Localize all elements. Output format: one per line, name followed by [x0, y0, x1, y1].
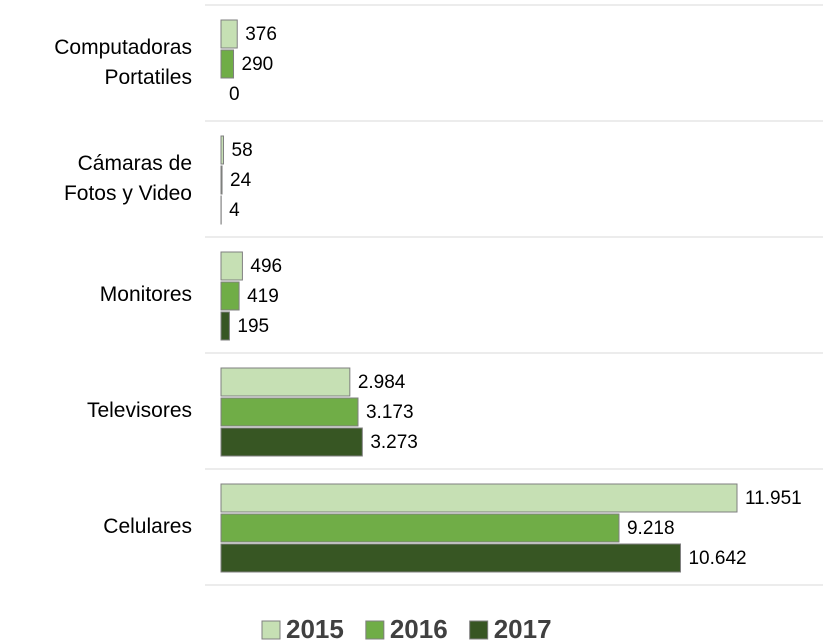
value-label: 24	[230, 170, 252, 191]
bar	[220, 311, 230, 341]
value-label: 2.984	[358, 372, 406, 393]
category-label: Televisores	[86, 399, 192, 422]
legend-label: 2016	[390, 614, 448, 643]
value-label: 4	[229, 200, 240, 221]
value-label: 0	[229, 84, 240, 105]
value-label: 58	[232, 140, 253, 161]
legend-swatch	[469, 620, 489, 640]
legend-label: 2015	[286, 614, 344, 643]
bar	[220, 19, 238, 49]
value-label: 290	[242, 54, 274, 75]
category-label: Computadoras Portatiles	[54, 36, 192, 89]
category-label: Celulares	[103, 515, 192, 538]
value-label: 376	[245, 24, 277, 45]
value-label: 11.951	[745, 488, 802, 509]
value-label: 3.173	[366, 402, 414, 423]
bar	[220, 483, 738, 513]
bar	[220, 427, 363, 457]
bar	[220, 251, 243, 281]
legend-label: 2017	[494, 614, 552, 643]
legend-swatch	[261, 620, 281, 640]
legend-swatch	[365, 620, 385, 640]
value-label: 496	[250, 256, 282, 277]
bar	[220, 165, 223, 195]
category-label: Cámaras de Fotos y Video	[63, 152, 192, 205]
value-label: 195	[237, 316, 269, 337]
bar	[220, 367, 351, 397]
bar	[220, 513, 620, 543]
value-label: 9.218	[627, 518, 675, 539]
value-label: 3.273	[370, 432, 418, 453]
bar	[220, 543, 681, 573]
category-label: Monitores	[99, 283, 192, 306]
value-label: 10.642	[688, 548, 746, 569]
bar	[220, 49, 235, 79]
bar	[220, 281, 240, 311]
value-label: 419	[247, 286, 279, 307]
bar	[220, 397, 359, 427]
bar	[220, 135, 225, 165]
